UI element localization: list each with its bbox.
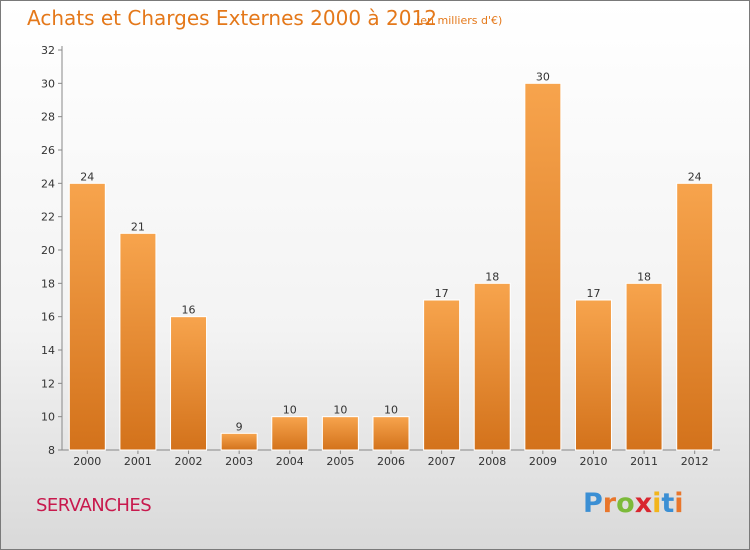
y-tick-label: 20 xyxy=(41,244,55,257)
bar xyxy=(68,182,106,451)
logo-letter: P xyxy=(583,488,603,519)
y-tick-label: 26 xyxy=(41,144,55,157)
x-tick-label: 2001 xyxy=(124,455,152,468)
y-tick-label: 18 xyxy=(41,277,55,290)
data-label: 18 xyxy=(637,270,651,283)
x-tick-label: 2009 xyxy=(529,455,557,468)
y-tick-label: 28 xyxy=(41,111,55,124)
data-label: 18 xyxy=(485,270,499,283)
bar xyxy=(423,299,461,451)
bar xyxy=(372,416,410,451)
y-tick-label: 22 xyxy=(41,211,55,224)
data-label: 30 xyxy=(536,70,550,83)
bar xyxy=(170,316,208,451)
y-tick-label: 16 xyxy=(41,311,55,324)
logo-letter: i xyxy=(652,488,662,519)
bar xyxy=(119,232,157,451)
x-tick-label: 2005 xyxy=(326,455,354,468)
chart-subtitle: (en milliers d'€) xyxy=(416,14,503,27)
y-tick-label: 12 xyxy=(41,377,55,390)
bar xyxy=(625,282,663,451)
x-tick-label: 2011 xyxy=(630,455,658,468)
y-tick-label: 10 xyxy=(41,411,55,424)
chart-title: Achats et Charges Externes 2000 à 2012 xyxy=(27,6,437,30)
y-tick-label: 24 xyxy=(41,177,55,190)
data-label: 17 xyxy=(586,287,600,300)
x-tick-label: 2006 xyxy=(377,455,405,468)
bar xyxy=(524,82,562,451)
logo-letter: t xyxy=(661,488,675,519)
y-tick-label: 8 xyxy=(48,444,55,457)
logo-letter: o xyxy=(616,488,635,519)
data-label: 9 xyxy=(236,420,243,433)
data-label: 10 xyxy=(333,404,347,417)
bar xyxy=(574,299,612,451)
y-tick-label: 14 xyxy=(41,344,55,357)
x-tick-label: 2012 xyxy=(681,455,709,468)
data-label: 24 xyxy=(688,170,702,183)
data-label: 24 xyxy=(80,170,94,183)
x-tick-label: 2002 xyxy=(175,455,203,468)
x-tick-label: 2003 xyxy=(225,455,253,468)
y-tick-label: 32 xyxy=(41,44,55,57)
commune-name: SERVANCHES xyxy=(36,495,152,516)
data-label: 17 xyxy=(435,287,449,300)
bar xyxy=(271,416,309,451)
data-label: 10 xyxy=(384,404,398,417)
y-tick-label: 30 xyxy=(41,77,55,90)
bar xyxy=(473,282,511,451)
logo-letter: r xyxy=(602,488,617,519)
x-tick-label: 2007 xyxy=(428,455,456,468)
logo-letter: x xyxy=(634,488,653,519)
bar xyxy=(676,182,714,451)
data-label: 10 xyxy=(283,404,297,417)
x-tick-label: 2004 xyxy=(276,455,304,468)
bar xyxy=(321,416,359,451)
data-label: 16 xyxy=(182,304,196,317)
bar xyxy=(220,432,258,451)
x-tick-label: 2000 xyxy=(73,455,101,468)
data-label: 21 xyxy=(131,220,145,233)
x-tick-label: 2008 xyxy=(478,455,506,468)
x-tick-label: 2010 xyxy=(579,455,607,468)
proxiti-logo: Proxiti xyxy=(583,488,684,519)
logo-letter: i xyxy=(674,488,684,519)
